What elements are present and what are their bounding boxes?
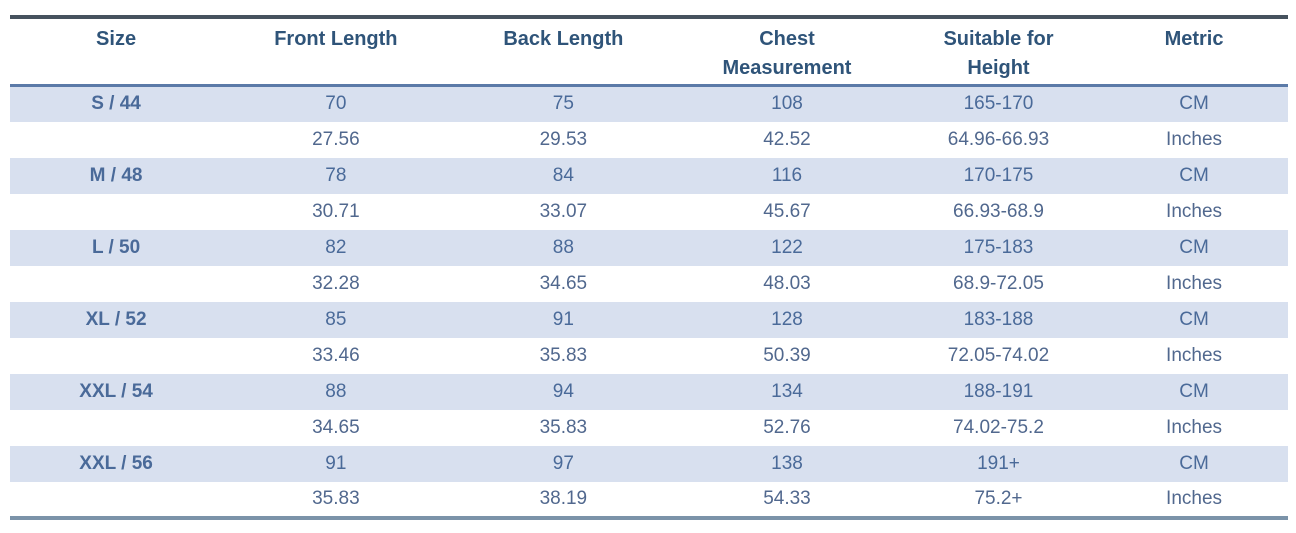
- cell-chest-measurement: 108: [771, 93, 803, 115]
- cell-metric: Inches: [1166, 416, 1223, 438]
- cell-suitable-height: 75.2+: [974, 487, 1023, 509]
- cell-metric: Inches: [1166, 487, 1223, 509]
- cell-back-length: 34.65: [539, 272, 588, 294]
- cell-metric: CM: [1179, 452, 1209, 474]
- table-row: 34.65 35.83 52.76 74.02-75.2 Inches: [10, 409, 1288, 446]
- cell-size: [10, 338, 222, 374]
- cell-back-length: 38.19: [539, 487, 588, 509]
- header-row: Size Front Length Back Length Chest Meas…: [10, 17, 1288, 86]
- cell-suitable-height: 64.96-66.93: [947, 128, 1050, 150]
- size-chart-container: Size Front Length Back Length Chest Meas…: [10, 15, 1288, 520]
- cell-back-length: 33.07: [539, 200, 588, 222]
- table-row: XXL / 54 88 94 134 188-191 CM: [10, 373, 1288, 410]
- cell-back-length: 75: [552, 93, 574, 115]
- cell-metric: Inches: [1166, 344, 1223, 366]
- table-row: 27.56 29.53 42.52 64.96-66.93 Inches: [10, 121, 1288, 158]
- cell-front-length: 30.71: [312, 200, 360, 222]
- table-row: M / 48 78 84 116 170-175 CM: [10, 157, 1288, 194]
- cell-back-length: 88: [552, 236, 574, 258]
- table-row: 32.28 34.65 48.03 68.9-72.05 Inches: [10, 265, 1288, 302]
- cell-size: M / 48: [89, 164, 143, 186]
- cell-metric: Inches: [1166, 200, 1223, 222]
- cell-front-length: 35.83: [312, 487, 360, 509]
- cell-metric: CM: [1179, 236, 1209, 258]
- cell-back-length: 35.83: [539, 416, 588, 438]
- cell-chest-measurement: 42.52: [763, 128, 811, 150]
- cell-front-length: 82: [325, 236, 347, 258]
- cell-suitable-height: 175-183: [963, 236, 1034, 258]
- cell-size: L / 50: [91, 236, 141, 258]
- table-row: S / 44 70 75 108 165-170 CM: [10, 85, 1288, 122]
- size-table-body: S / 44 70 75 108 165-170 CM 27.56 29.53 …: [10, 85, 1288, 518]
- cell-chest-measurement: 52.76: [763, 416, 811, 438]
- cell-back-length: 35.83: [539, 344, 588, 366]
- table-row: XL / 52 85 91 128 183-188 CM: [10, 301, 1288, 338]
- table-row: 30.71 33.07 45.67 66.93-68.9 Inches: [10, 193, 1288, 230]
- cell-size: [10, 122, 222, 158]
- cell-chest-measurement: 134: [771, 380, 803, 402]
- cell-back-length: 97: [552, 452, 574, 474]
- table-header: Size Front Length Back Length Chest Meas…: [10, 17, 1288, 86]
- cell-chest-measurement: 138: [771, 452, 803, 474]
- cell-metric: CM: [1179, 93, 1209, 115]
- size-chart-table: Size Front Length Back Length Chest Meas…: [10, 15, 1288, 520]
- cell-suitable-height: 191+: [977, 452, 1020, 474]
- cell-metric: Inches: [1166, 128, 1223, 150]
- cell-metric: CM: [1179, 380, 1209, 402]
- column-header-size: Size: [96, 28, 137, 50]
- cell-chest-measurement: 122: [771, 236, 803, 258]
- cell-suitable-height: 72.05-74.02: [947, 344, 1050, 366]
- cell-front-length: 27.56: [312, 128, 360, 150]
- cell-back-length: 91: [552, 308, 574, 330]
- cell-chest-measurement: 48.03: [763, 272, 811, 294]
- cell-suitable-height: 165-170: [963, 93, 1034, 115]
- cell-size: XXL / 56: [79, 452, 153, 474]
- cell-size: S / 44: [91, 93, 141, 115]
- cell-front-length: 34.65: [312, 416, 360, 438]
- column-header-height: Suitable for Height: [943, 28, 1054, 79]
- column-header-back-length: Back Length: [503, 28, 624, 50]
- cell-front-length: 88: [325, 380, 347, 402]
- cell-size: [10, 266, 222, 302]
- cell-suitable-height: 188-191: [963, 380, 1034, 402]
- cell-front-length: 33.46: [312, 344, 360, 366]
- cell-metric: Inches: [1166, 272, 1223, 294]
- cell-size: [10, 410, 222, 446]
- cell-suitable-height: 170-175: [963, 164, 1034, 186]
- cell-front-length: 32.28: [312, 272, 360, 294]
- table-row: 33.46 35.83 50.39 72.05-74.02 Inches: [10, 337, 1288, 374]
- cell-back-length: 94: [552, 380, 574, 402]
- table-row: XXL / 56 91 97 138 191+ CM: [10, 445, 1288, 482]
- cell-chest-measurement: 54.33: [763, 487, 811, 509]
- cell-suitable-height: 66.93-68.9: [953, 200, 1044, 222]
- cell-front-length: 91: [325, 452, 347, 474]
- cell-metric: CM: [1179, 308, 1209, 330]
- column-header-metric: Metric: [1164, 28, 1224, 50]
- cell-size: [10, 482, 222, 518]
- cell-back-length: 29.53: [539, 128, 588, 150]
- cell-suitable-height: 183-188: [963, 308, 1034, 330]
- cell-metric: CM: [1179, 164, 1209, 186]
- cell-front-length: 70: [325, 93, 347, 115]
- cell-size: XXL / 54: [79, 380, 153, 402]
- cell-chest-measurement: 50.39: [763, 344, 811, 366]
- cell-front-length: 85: [325, 308, 347, 330]
- cell-chest-measurement: 116: [771, 164, 803, 186]
- table-row: L / 50 82 88 122 175-183 CM: [10, 229, 1288, 266]
- table-row: 35.83 38.19 54.33 75.2+ Inches: [10, 481, 1288, 518]
- cell-chest-measurement: 45.67: [763, 200, 811, 222]
- cell-back-length: 84: [552, 164, 574, 186]
- cell-suitable-height: 74.02-75.2: [953, 416, 1044, 438]
- column-header-front-length: Front Length: [274, 28, 398, 50]
- column-header-chest: Chest Measurement: [722, 28, 852, 79]
- cell-front-length: 78: [325, 164, 347, 186]
- cell-chest-measurement: 128: [771, 308, 803, 330]
- cell-size: [10, 194, 222, 230]
- cell-size: XL / 52: [85, 308, 147, 330]
- cell-suitable-height: 68.9-72.05: [953, 272, 1044, 294]
